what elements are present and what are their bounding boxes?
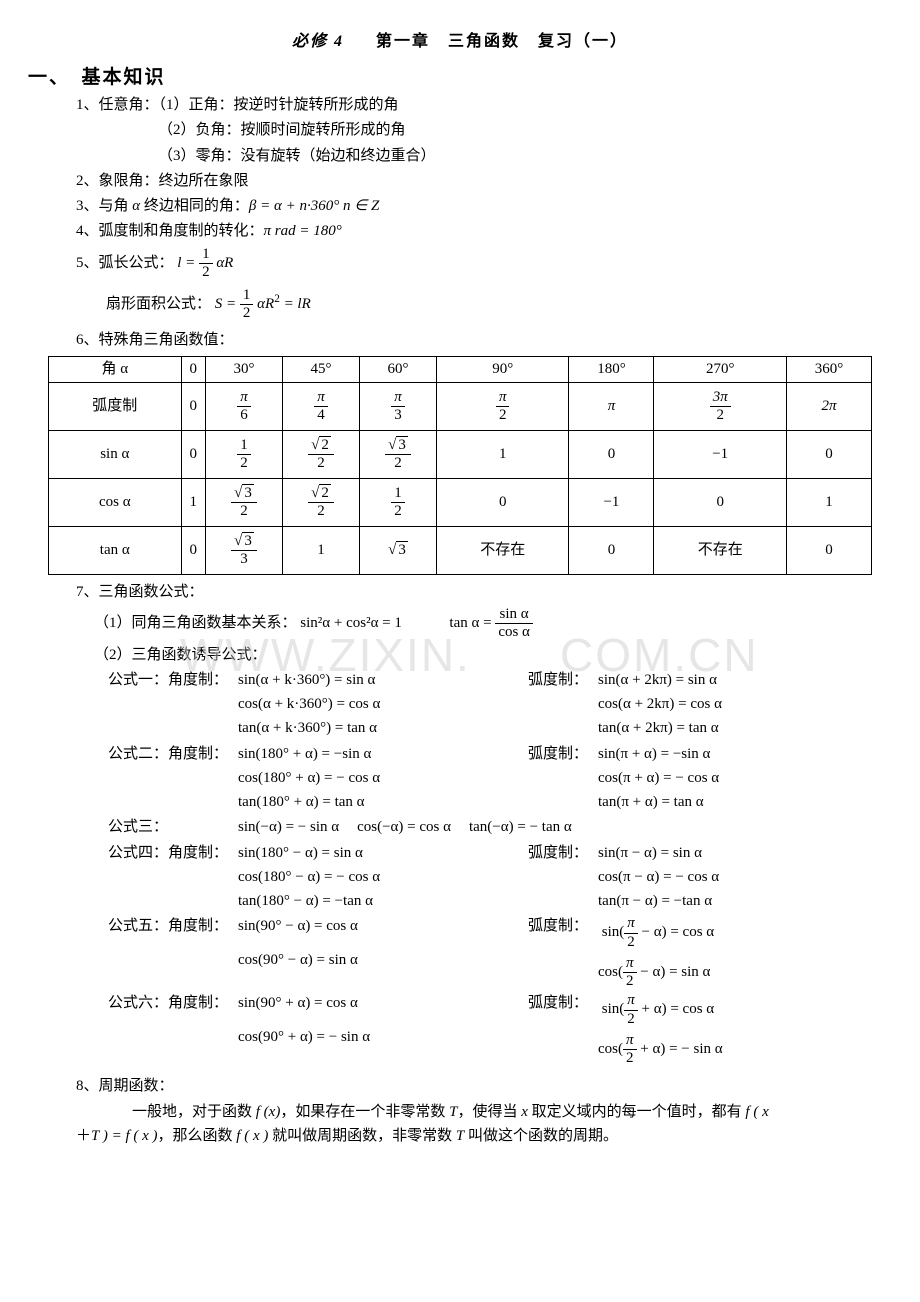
item-2: 2、象限角：终边所在象限 <box>76 170 872 193</box>
formula-3: 公式三：sin(−α) = − sin αcos(−α) = cos αtan(… <box>108 816 872 839</box>
item-1: 1、任意角：（1）正角：按逆时针旋转所形成的角 <box>76 94 872 117</box>
item-1-sub3: （3）零角：没有旋转（始边和终边重合） <box>158 145 872 168</box>
frac-half-1: 12 <box>199 246 213 282</box>
table-header-row: 角 α 0 30° 45° 60° 90° 180° 270° 360° <box>49 356 872 382</box>
item-8: 8、周期函数： <box>76 1075 872 1098</box>
formula-6: 公式六：角度制：sin(90° + α) = cos α cos(90° + α… <box>108 992 872 1067</box>
frac-half-2: 12 <box>240 287 254 323</box>
item-3: 3、与角 α 终边相同的角：β = α + n·360° n ∈ Z <box>76 195 872 218</box>
item-8-body-line2: ＋T ) = f ( x )，那么函数 f ( x ) 就叫做周期函数，非零常数… <box>76 1125 872 1148</box>
item-1-sub2: （2）负角：按顺时间旋转所形成的角 <box>158 119 872 142</box>
item-7a: （1）同角三角函数基本关系： sin²α + cos²α = 1 tan α =… <box>94 606 872 642</box>
formula-2: 公式二：角度制：sin(180° + α) = −sin α cos(180° … <box>108 743 872 815</box>
page-title: 必修 4 第一章 三角函数 复习（一） <box>48 30 872 55</box>
formula-1: 公式一：角度制：sin(α + k·360°) = sin α cos(α + … <box>108 669 872 741</box>
item-8-body: 一般地，对于函数 f (x)，如果存在一个非零常数 T，使得当 x 取定义域内的… <box>104 1101 872 1124</box>
item-5b: 扇形面积公式： S = 12 αR2 = lR <box>106 287 872 323</box>
item-6: 6、特殊角三角函数值： <box>76 329 872 352</box>
eq-coterminal: β = α + n·360° n ∈ Z <box>249 198 380 214</box>
formula-5: 公式五：角度制：sin(90° − α) = cos α cos(90° − α… <box>108 915 872 990</box>
section-1-heading: 一、 基本知识 <box>28 63 872 92</box>
formula-4: 公式四：角度制：sin(180° − α) = sin α cos(180° −… <box>108 842 872 914</box>
item-4: 4、弧度制和角度制的转化：π rad = 180° <box>76 220 872 243</box>
eq-pythag: sin²α + cos²α = 1 <box>300 615 402 631</box>
item-5: 5、弧长公式： l = 12 αR <box>76 246 872 282</box>
frac-tan-def: sin αcos α <box>495 606 533 642</box>
eq-rad-deg: π rad = 180° <box>264 223 342 239</box>
table-rad-row: 弧度制 0 π6 π4 π3 π2 π 3π2 2π <box>49 382 872 430</box>
title-book: 必修 4 <box>292 33 344 50</box>
item-7b: （2）三角函数诱导公式： <box>94 644 872 667</box>
item-7: 7、三角函数公式： <box>76 581 872 604</box>
table-cos-row: cos α 1 √32 √22 12 0 −1 0 1 <box>49 478 872 526</box>
table-tan-row: tan α 0 √33 1 √3 不存在 0 不存在 0 <box>49 526 872 574</box>
special-angles-table: 角 α 0 30° 45° 60° 90° 180° 270° 360° 弧度制… <box>48 356 872 575</box>
title-chapter: 第一章 三角函数 复习（一） <box>376 33 628 50</box>
table-sin-row: sin α 0 12 √22 √32 1 0 −1 0 <box>49 430 872 478</box>
